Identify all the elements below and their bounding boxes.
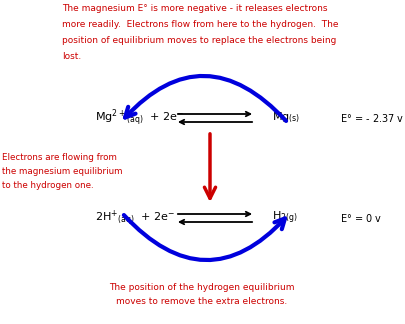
Text: E$\degree$ = - 2.37 v: E$\degree$ = - 2.37 v (340, 112, 404, 124)
Text: Mg$_{\rm (s)}$: Mg$_{\rm (s)}$ (272, 111, 300, 125)
Text: Mg$^{2+}$$_{\rm (aq)}$  + 2e$^{-}$: Mg$^{2+}$$_{\rm (aq)}$ + 2e$^{-}$ (95, 108, 184, 129)
Text: position of equilibrium moves to replace the electrons being: position of equilibrium moves to replace… (62, 36, 337, 45)
Text: The magnesium E° is more negative - it releases electrons: The magnesium E° is more negative - it r… (62, 4, 328, 13)
Text: more readily.  Electrons flow from here to the hydrogen.  The: more readily. Electrons flow from here t… (62, 20, 339, 29)
Text: The position of the hydrogen equilibrium: The position of the hydrogen equilibrium (109, 283, 295, 292)
Text: to the hydrogen one.: to the hydrogen one. (2, 181, 94, 190)
Text: moves to remove the extra electrons.: moves to remove the extra electrons. (116, 297, 288, 306)
Text: 2H$^{+}$$_{\rm (aq)}$  + 2e$^{-}$: 2H$^{+}$$_{\rm (aq)}$ + 2e$^{-}$ (95, 208, 175, 228)
Text: the magnesium equilibrium: the magnesium equilibrium (2, 167, 122, 176)
Text: lost.: lost. (62, 52, 81, 61)
Text: H$_{\rm 2(g)}$: H$_{\rm 2(g)}$ (272, 210, 298, 226)
Text: E$\degree$ = 0 v: E$\degree$ = 0 v (340, 212, 382, 224)
Text: Electrons are flowing from: Electrons are flowing from (2, 153, 117, 162)
